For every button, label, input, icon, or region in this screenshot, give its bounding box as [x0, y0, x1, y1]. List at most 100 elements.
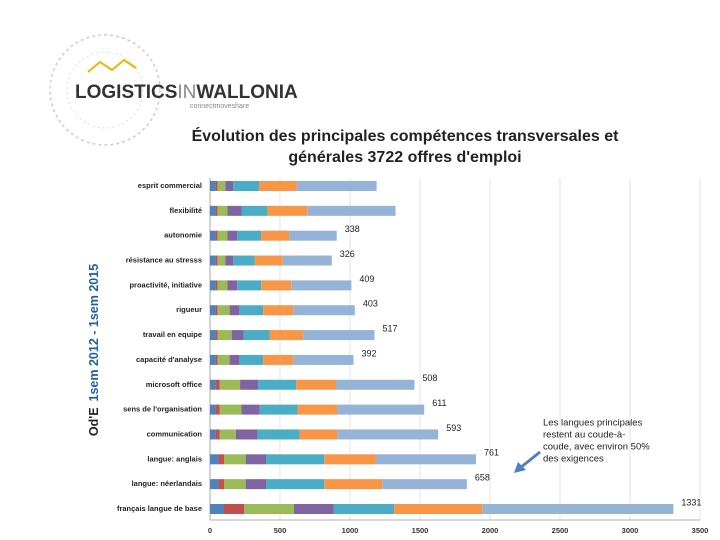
bar-segment	[210, 404, 216, 415]
bar-segment	[289, 230, 337, 241]
logo-word: LOGISTICSINWALLONIA	[75, 82, 298, 103]
side-label: Od'E 1sem 2012 - 1sem 2015	[87, 264, 101, 436]
y-tick-label: français langue de base	[117, 504, 202, 513]
bar-segment	[239, 354, 264, 365]
bar-segment	[210, 230, 216, 241]
bar-segment	[294, 504, 334, 514]
bar-segment	[215, 230, 218, 241]
bar-segment	[215, 181, 218, 191]
bar-segment	[324, 479, 383, 490]
annotation-value: 761	[484, 448, 499, 458]
bar-segment	[237, 230, 262, 241]
bar-segment	[217, 354, 230, 365]
chart: Évolution des principales compétences tr…	[117, 126, 708, 535]
bar-segment	[266, 479, 325, 490]
y-tick-label: proactivité, initiative	[129, 280, 202, 289]
bar-segment	[241, 205, 268, 216]
bar-segment	[218, 454, 224, 465]
bar-segment	[263, 305, 294, 316]
bar-segment	[224, 479, 246, 490]
note-text: Les langues principales	[543, 418, 643, 429]
bar-segment	[210, 280, 216, 291]
annotation-value: 409	[359, 274, 374, 284]
bar-segment	[219, 429, 236, 440]
bar-segment	[225, 181, 234, 191]
x-tick-label: 1500	[412, 526, 429, 535]
bar-segment	[224, 504, 245, 514]
bar-segment	[258, 379, 297, 390]
y-tick-label: sens de l'organisation	[123, 405, 202, 414]
annotation-value: 392	[362, 348, 377, 358]
bar-segment	[218, 479, 224, 490]
bar-segment	[210, 305, 216, 316]
bar-segment	[259, 181, 297, 191]
bar-segment	[210, 255, 216, 266]
bar-segment	[229, 305, 240, 316]
bar-segment	[219, 379, 241, 390]
bar-segment	[261, 280, 292, 291]
note-arrow	[519, 450, 541, 470]
logo-globe-inner	[66, 51, 144, 129]
bar-segment	[215, 280, 218, 291]
x-tick-label: 2000	[482, 526, 499, 535]
bar-segment	[210, 379, 216, 390]
bar-segment	[217, 330, 232, 341]
bar-segment	[337, 404, 425, 415]
annotation-value: 517	[383, 323, 398, 333]
bar-segment	[245, 479, 266, 490]
bar-segment	[297, 404, 338, 415]
annotation-value: 338	[345, 224, 360, 234]
y-tick-label: travail en equipe	[143, 330, 202, 339]
bar-segment	[333, 504, 395, 514]
bar-segment	[293, 305, 355, 316]
bar-segment	[324, 454, 376, 465]
logo-tagline: connectmoveshare	[190, 103, 249, 110]
bar-segment	[233, 255, 255, 266]
bar-segment	[337, 429, 439, 440]
bar-segment	[282, 255, 332, 266]
bar-segment	[217, 305, 230, 316]
logo: LOGISTICSINWALLONIA connectmoveshare	[49, 34, 298, 146]
bar-segment	[215, 330, 218, 341]
y-tick-label: flexibilité	[169, 206, 202, 215]
bar-segment	[229, 354, 240, 365]
bar-segment	[215, 404, 220, 415]
bar-segment	[210, 354, 216, 365]
bar-segment	[303, 330, 375, 341]
bar-segment	[259, 404, 298, 415]
bar-segment	[227, 280, 238, 291]
y-tick-label: résistance au stresss	[126, 256, 202, 265]
note-arrowhead	[514, 462, 526, 473]
chart-title: Évolution des principales compétences tr…	[192, 126, 620, 145]
bar-segment	[382, 479, 467, 490]
bar-segment	[291, 280, 352, 291]
y-tick-label: microsoft office	[146, 380, 202, 389]
bar-segment	[293, 354, 354, 365]
bar-segment	[210, 479, 219, 490]
bar-segment	[231, 330, 244, 341]
x-tick-label: 2500	[552, 526, 569, 535]
bar-segment	[210, 205, 216, 216]
annotation-value: 611	[432, 398, 446, 408]
bar-segment	[254, 255, 283, 266]
bar-segment	[227, 205, 242, 216]
side-source: Od'E	[87, 407, 101, 436]
bar-segment	[263, 354, 294, 365]
bar-segment	[245, 454, 266, 465]
x-tick-label: 1000	[342, 526, 359, 535]
bar-segment	[227, 230, 238, 241]
side-period: 1sem 2012 - 1sem 2015	[87, 264, 101, 402]
bar-segment	[217, 255, 226, 266]
y-tick-label: capacité d'analyse	[136, 355, 202, 364]
bar-segment	[482, 504, 674, 514]
bar-segment	[215, 205, 218, 216]
bar-segment	[375, 454, 476, 465]
bar-segment	[235, 429, 258, 440]
annotation-value: 326	[340, 249, 355, 259]
x-tick-label: 0	[208, 526, 212, 535]
bar-segment	[215, 305, 218, 316]
logo-word1: LOGISTICS	[75, 82, 177, 103]
logo-word2: IN	[177, 82, 196, 103]
bar-segment	[217, 230, 228, 241]
bar-segment	[240, 379, 259, 390]
